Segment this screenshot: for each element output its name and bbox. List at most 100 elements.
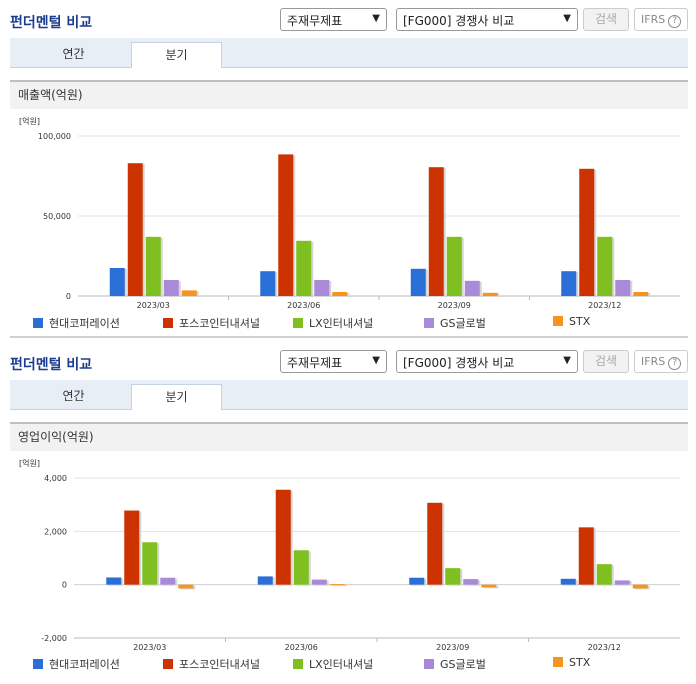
bar (145, 236, 161, 296)
legend-item[interactable]: LX인터내셔널 (293, 656, 373, 672)
bar (275, 489, 291, 585)
compare-select[interactable]: [FG000] 경쟁사 비교 ▼ (396, 350, 578, 373)
ifrs-button[interactable]: IFRS? (634, 8, 688, 31)
ifrs-label: IFRS (641, 13, 666, 26)
legend-label: 포스코인터내셔널 (179, 658, 260, 671)
x-tick-label: 2023/06 (287, 301, 320, 310)
unit-label: [억원] (19, 116, 40, 126)
statement-select[interactable]: 주재무제표 ▼ (280, 350, 387, 373)
legend-item[interactable]: LX인터내셔널 (293, 315, 373, 331)
bar (428, 167, 444, 296)
bar (579, 168, 595, 296)
bar (446, 236, 462, 296)
x-tick-label: 2023/03 (137, 301, 170, 310)
bar (633, 292, 649, 296)
bar (124, 510, 140, 585)
bar (178, 584, 194, 589)
legend-swatch (293, 659, 303, 669)
help-icon[interactable]: ? (668, 357, 682, 370)
chevron-down-icon: ▼ (372, 13, 380, 24)
tab-quarterly[interactable]: 분기 (131, 42, 222, 68)
legend-item[interactable]: GS글로벌 (424, 656, 486, 672)
bar (329, 584, 345, 586)
section-header: 매출액(억원) (10, 80, 688, 109)
search-button[interactable]: 검색 (583, 8, 629, 31)
legend-item[interactable]: 포스코인터내셔널 (163, 315, 260, 331)
bar (481, 584, 497, 588)
bar (142, 542, 158, 585)
tab-annual[interactable]: 연간 (62, 389, 85, 403)
x-tick-label: 2023/03 (133, 643, 166, 652)
legend-swatch (424, 318, 434, 328)
bar (596, 564, 612, 585)
y-tick-label: 100,000 (38, 132, 71, 141)
statement-select[interactable]: 주재무제표 ▼ (280, 8, 387, 31)
bar (260, 271, 276, 296)
help-icon[interactable]: ? (668, 15, 682, 28)
tab-quarterly[interactable]: 분기 (131, 384, 222, 410)
x-tick-label: 2023/12 (588, 301, 621, 310)
y-tick-label: 0 (62, 581, 67, 590)
bar (463, 579, 479, 585)
y-tick-label: 50,000 (43, 212, 71, 221)
bar (332, 292, 348, 296)
bar (296, 240, 312, 296)
legend-item[interactable]: STX (553, 656, 590, 669)
divider (10, 336, 688, 338)
bar (578, 527, 594, 585)
bar (106, 577, 122, 585)
bar (278, 154, 294, 296)
chevron-down-icon: ▼ (563, 13, 571, 24)
bar (257, 576, 273, 585)
x-tick-label: 2023/09 (436, 643, 469, 652)
legend-item[interactable]: STX (553, 315, 590, 328)
chart-legend: 현대코퍼레이션 포스코인터내셔널 LX인터내셔널 GS글로벌 STX (0, 313, 696, 331)
panel-operating-profit: 펀더멘털 비교 주재무제표 ▼ [FG000] 경쟁사 비교 ▼ 검색 IFRS… (0, 342, 696, 684)
bar (109, 268, 125, 296)
section-header: 영업이익(억원) (10, 422, 688, 451)
bar (614, 580, 630, 585)
unit-label: [억원] (19, 458, 40, 468)
period-tabs: 연간 분기 (10, 380, 688, 410)
bar (163, 280, 179, 296)
statement-select-value: 주재무제표 (287, 356, 343, 370)
bar (464, 280, 480, 296)
legend-item[interactable]: 현대코퍼레이션 (33, 656, 120, 672)
legend-swatch (163, 659, 173, 669)
legend-label: 현대코퍼레이션 (49, 317, 120, 330)
ifrs-button[interactable]: IFRS? (634, 350, 688, 373)
bar (632, 584, 648, 589)
compare-select[interactable]: [FG000] 경쟁사 비교 ▼ (396, 8, 578, 31)
legend-label: LX인터내셔널 (309, 317, 374, 330)
compare-select-value: [FG000] 경쟁사 비교 (403, 356, 515, 370)
page-title: 펀더멘털 비교 (10, 15, 93, 31)
bar (293, 550, 309, 585)
bar (410, 268, 426, 296)
ifrs-label: IFRS (641, 355, 666, 368)
bar (427, 502, 443, 585)
bar (560, 578, 576, 585)
bar (314, 280, 330, 296)
chevron-down-icon: ▼ (563, 355, 571, 366)
page-title: 펀더멘털 비교 (10, 357, 93, 373)
legend-label: 포스코인터내셔널 (179, 317, 260, 330)
bar (160, 577, 176, 585)
operating-profit-chart: [억원] -2,000 0 2,000 4,000 2023/03 2023/06 2023/… (19, 458, 680, 652)
bar (597, 236, 613, 296)
chevron-down-icon: ▼ (372, 355, 380, 366)
legend-label: STX (569, 315, 591, 328)
legend-label: GS글로벌 (440, 317, 486, 330)
search-button[interactable]: 검색 (583, 350, 629, 373)
legend-item[interactable]: 포스코인터내셔널 (163, 656, 260, 672)
legend-label: 현대코퍼레이션 (49, 658, 120, 671)
bar (311, 579, 327, 585)
legend-item[interactable]: 현대코퍼레이션 (33, 315, 120, 331)
tab-annual[interactable]: 연간 (62, 47, 85, 61)
legend-label: LX인터내셔널 (309, 658, 374, 671)
x-tick-label: 2023/12 (588, 643, 621, 652)
bar (181, 290, 197, 296)
bar (482, 292, 498, 296)
y-tick-label: 4,000 (44, 474, 67, 483)
bar (615, 280, 631, 296)
legend-item[interactable]: GS글로벌 (424, 315, 486, 331)
